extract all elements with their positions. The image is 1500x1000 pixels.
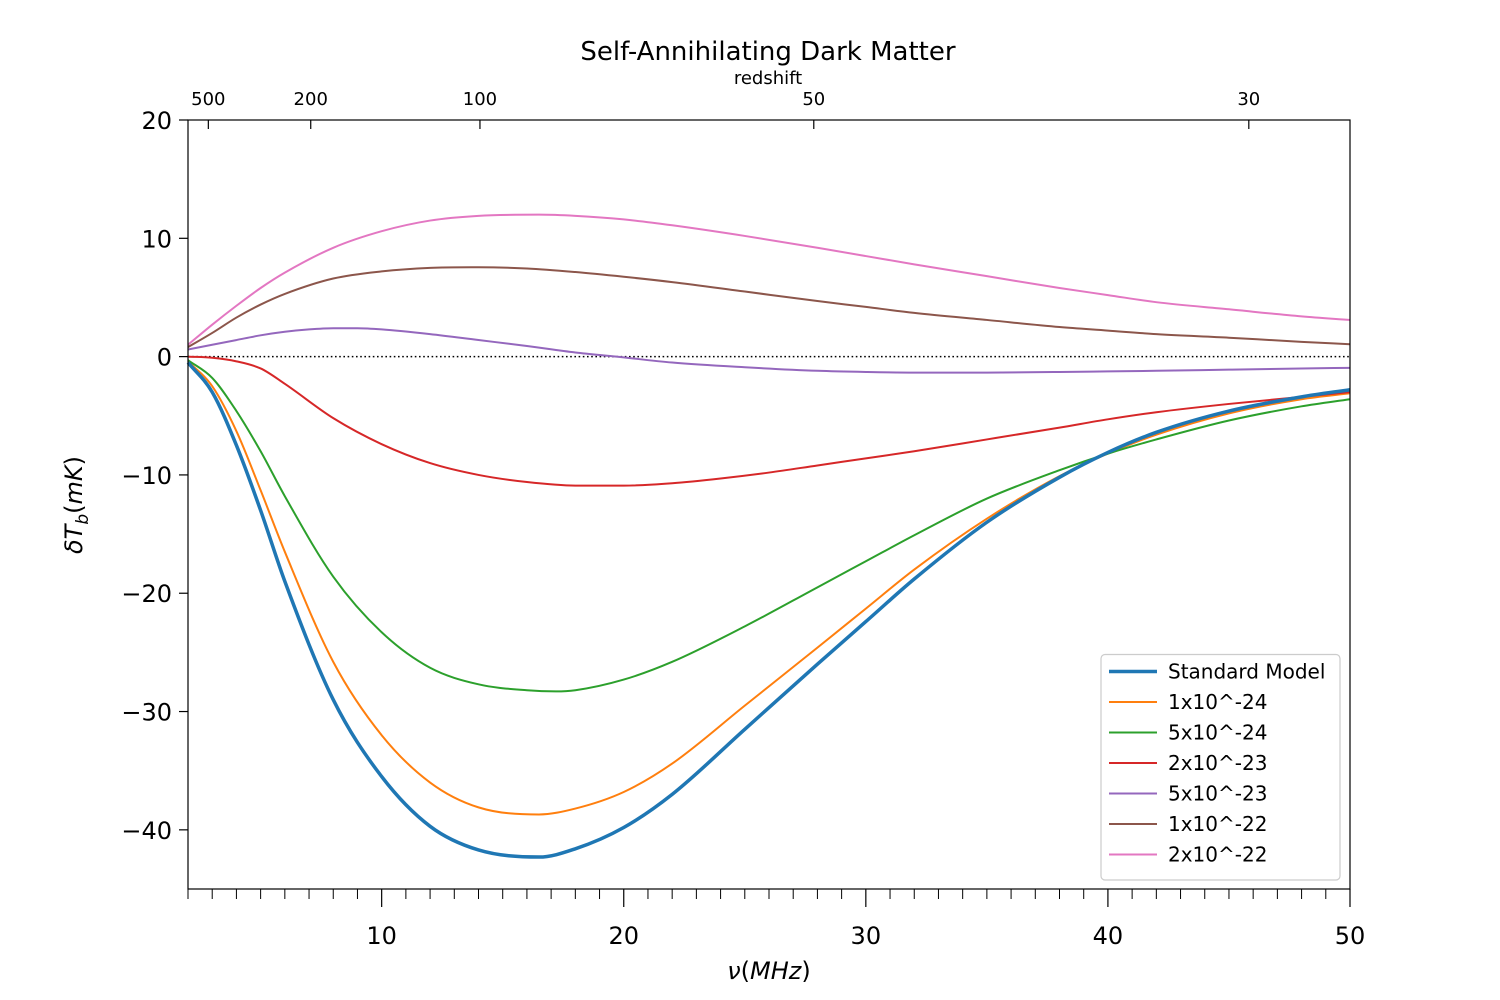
series-line-5 (187, 327, 1351, 374)
x-tick-label: 20 (608, 922, 639, 950)
y-axis-label: δTb(mK) (60, 456, 93, 554)
y-tick-label: −30 (121, 699, 172, 727)
y-tick-label: 0 (157, 344, 172, 372)
x-tick-label: 50 (1335, 922, 1366, 950)
x-tick-label: 40 (1093, 922, 1124, 950)
x-tick-label: 10 (366, 922, 397, 950)
x-axis-label: ν(MHz) (727, 957, 811, 985)
y-tick-label: −20 (121, 580, 172, 608)
y-tick-label: −40 (121, 817, 172, 845)
legend-label: 2x10^-22 (1168, 843, 1267, 867)
redshift-tick-label: 500 (191, 89, 225, 110)
legend-label: Standard Model (1168, 660, 1325, 684)
legend-label: 1x10^-24 (1168, 690, 1267, 714)
series-line-6 (187, 266, 1351, 349)
redshift-tick-label: 30 (1237, 89, 1260, 110)
y-tick-label: 20 (141, 107, 172, 135)
legend-label: 5x10^-24 (1168, 721, 1267, 745)
redshift-tick-label: 50 (802, 89, 825, 110)
y-tick-label: 10 (141, 225, 172, 253)
plot-area: −40 −30 −20 −10 0 10 20 10 20 30 40 50 500 200 100 50 30 (121, 89, 1365, 950)
series-line-1 (186, 361, 1351, 859)
legend: Standard Model 1x10^-24 5x10^-24 2x10^-23 5x… (1100, 653, 1341, 881)
series-line-7 (187, 213, 1351, 346)
legend-label: 5x10^-23 (1168, 782, 1267, 806)
redshift-tick-label: 100 (463, 89, 497, 110)
redshift-tick-label: 200 (294, 89, 328, 110)
chart-title: Self-Annihilating Dark Matter (580, 37, 955, 67)
x-tick-label: 30 (851, 922, 882, 950)
legend-label: 1x10^-22 (1168, 812, 1267, 836)
secondary-axis-label: redshift (734, 68, 802, 89)
series-line-4 (187, 355, 1351, 487)
legend-label: 2x10^-23 (1168, 751, 1267, 775)
legend-frame (1100, 653, 1341, 881)
y-tick-label: −10 (121, 462, 172, 490)
